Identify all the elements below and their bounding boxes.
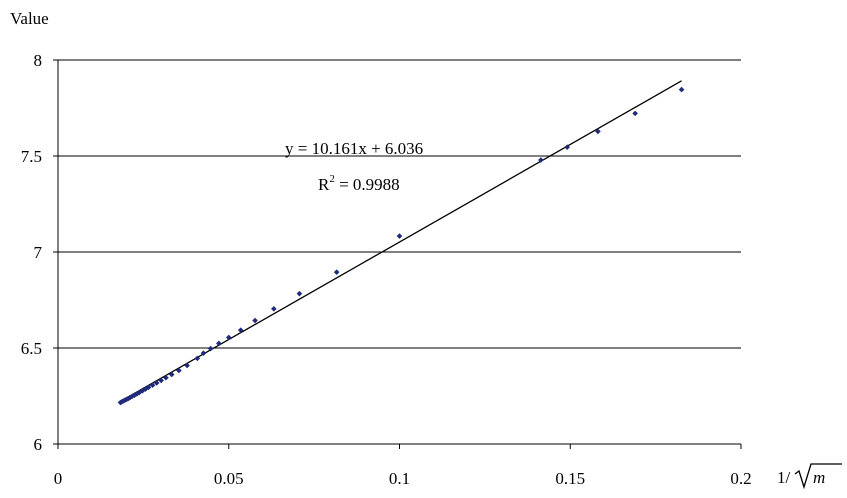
data-point: [538, 157, 544, 163]
data-point: [237, 327, 244, 333]
x-axis-label: 1/ m: [777, 463, 842, 490]
data-point: [176, 367, 182, 374]
y-axis-label: Value: [10, 9, 49, 28]
data-point: [632, 110, 638, 117]
svg-text:m: m: [813, 468, 825, 487]
gridlines: [58, 59, 741, 349]
data-point: [127, 394, 133, 401]
x-tick-label: 0: [54, 469, 63, 488]
y-tick-label: 6.5: [21, 339, 42, 358]
trendline-equation: y = 10.161x + 6.036: [285, 139, 423, 158]
data-points: [117, 86, 685, 406]
data-point: [564, 144, 570, 150]
data-point: [142, 386, 149, 392]
data-point: [296, 290, 303, 297]
data-point: [139, 388, 146, 394]
data-point: [216, 340, 222, 347]
data-point: [225, 334, 232, 341]
data-point: [158, 377, 164, 384]
data-point: [163, 374, 169, 381]
x-tick-label: 0.2: [730, 469, 751, 488]
data-point: [184, 362, 190, 369]
data-point: [168, 371, 175, 378]
data-point: [207, 345, 214, 352]
data-point: [678, 86, 685, 93]
data-point: [333, 269, 340, 275]
data-point: [153, 380, 160, 386]
sqrt-symbol: [794, 463, 842, 490]
data-point: [252, 317, 258, 324]
y-tick-label: 7.5: [21, 147, 42, 166]
x-tick-label: 0.05: [214, 469, 244, 488]
data-point: [271, 306, 277, 312]
svg-text:1/: 1/: [777, 468, 791, 487]
y-tick-labels: 6 6.5 7 7.5 8: [21, 51, 43, 454]
r-squared-label: R2 = 0.9988: [318, 173, 400, 194]
data-point: [200, 350, 207, 356]
y-tick-label: 6: [34, 435, 43, 454]
data-point: [149, 382, 156, 389]
data-point: [194, 355, 201, 362]
data-point: [595, 128, 601, 135]
x-tick-labels: 0 0.05 0.1 0.15 0.2: [54, 469, 752, 488]
data-point: [396, 233, 403, 239]
axes: [53, 59, 742, 449]
data-point: [136, 389, 143, 396]
data-point: [145, 384, 152, 391]
x-tick-label: 0.1: [389, 469, 410, 488]
y-tick-label: 7: [34, 243, 43, 262]
y-tick-label: 8: [34, 51, 43, 70]
x-tick-label: 0.15: [555, 469, 585, 488]
